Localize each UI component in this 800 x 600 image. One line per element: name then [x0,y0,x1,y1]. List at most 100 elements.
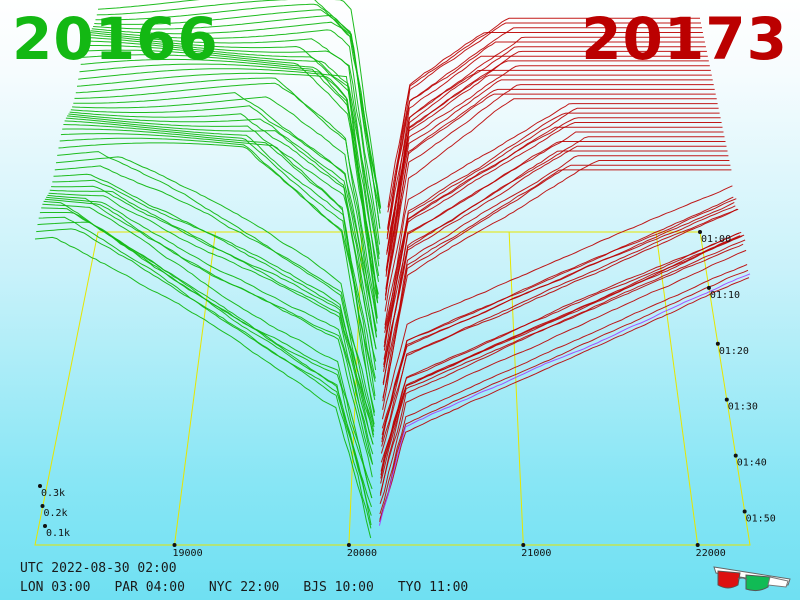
ask-curve [383,145,727,372]
time-tick-label: 01:30 [728,402,758,413]
bid-curve [57,151,375,425]
x-gridline [508,231,524,546]
utc-clock: UTC 2022-08-30 02:00 [20,561,177,576]
clock-tyo: TYO 11:00 [397,580,469,595]
bid-curve [83,49,379,295]
bid-curve [78,68,378,303]
ask-curve [387,17,700,208]
bid-curve [36,228,372,529]
bid-curve [81,54,379,295]
volume-tick-label: 0.1k [46,528,70,539]
ask-curve [386,46,706,252]
bid-curve [65,117,377,371]
ask-curve [379,264,748,515]
volume-tick-marker [38,484,42,488]
bid-curve [60,133,376,401]
time-tick-marker [706,285,711,290]
ask-curve [385,84,714,295]
bid-curves [34,0,382,539]
time-tick-marker [698,230,702,234]
clock-par: PAR 04:00 [114,580,185,595]
ask-curve [380,231,742,476]
ask-curve [379,269,749,520]
bid-curve [42,203,373,499]
bid-curve [67,115,377,362]
bid-curve [72,96,378,338]
bid-curve [63,124,376,382]
bid-curve [75,77,378,324]
ask-curve [382,169,732,410]
bid-curve [86,37,380,267]
bid-curve [47,194,374,465]
time-tick-label: 01:10 [710,290,740,301]
bid-curve [54,165,375,432]
axis-labels: 19000 20000 21000 22000 01:00 01:10 01:20 01:30… [38,230,776,559]
x-tick-label: 20000 [347,548,377,559]
ask-curve [381,201,735,436]
ask-curve [381,208,738,447]
bid-curve [64,120,376,379]
bid-curve [93,14,381,229]
ask-curve [381,205,736,440]
ask-curve [386,36,704,236]
bid-curve [51,185,374,445]
x-tick-label: 22000 [696,548,726,559]
bid-curve [68,113,377,350]
ask-curve [383,131,724,360]
x-tick-label: 21000 [521,548,551,559]
time-tick-label: 01:50 [746,513,776,524]
volume-tick-marker [43,524,47,528]
ask-curve [382,150,728,386]
volume-tick-marker [40,504,45,508]
ask-curve [382,155,729,384]
volume-tick-label: 0.2k [44,508,68,519]
3d-glasses-icon[interactable] [712,559,792,593]
ask-curve [379,277,750,522]
bid-curve [44,198,373,478]
ask-curve [380,232,740,463]
ask-curve [383,126,723,347]
time-tick-marker [724,397,729,402]
ask-curve [383,141,726,366]
ask-curve [387,27,702,228]
ask-curve [387,32,703,230]
bid-curve [73,92,378,332]
bid-curve [79,63,379,304]
ask-curve [386,55,708,255]
ask-curve [378,273,751,526]
bid-curve [49,189,374,445]
time-tick-label: 01:00 [701,234,731,245]
time-tick-label: 01:40 [737,458,767,469]
bid-curve [88,34,380,260]
ask-curve [381,196,734,429]
x-tick-marker [521,543,526,547]
ask-curve [384,93,716,301]
world-clocks: LON 03:00 PAR 04:00 NYC 22:00 BJS 10:00 TYO … [20,580,492,595]
x-tick-marker [172,543,177,547]
bid-curve [80,58,379,299]
bid-curve [58,142,375,416]
x-tick-label: 19000 [173,548,203,559]
bid-curve [52,179,374,438]
bid-curve [37,221,372,526]
bid-curve [55,156,375,428]
ask-curve [381,185,733,420]
ask-curve [386,60,709,269]
x-tick-marker [695,543,700,547]
bid-curve [84,45,379,282]
bid-curve [96,0,381,209]
ask-curve [379,239,746,496]
time-tick-label: 01:20 [719,346,749,357]
ask-curve [382,160,730,398]
ask-curve [384,107,719,329]
clock-nyc: NYC 22:00 [208,580,280,595]
time-tick-marker [715,341,720,346]
ask-curve [384,112,720,333]
ask-curve [385,79,713,290]
ask-curve [386,41,705,240]
bid-curve [90,29,380,245]
bid-curve [62,128,376,397]
clock-bjs: BJS 10:00 [303,580,374,595]
